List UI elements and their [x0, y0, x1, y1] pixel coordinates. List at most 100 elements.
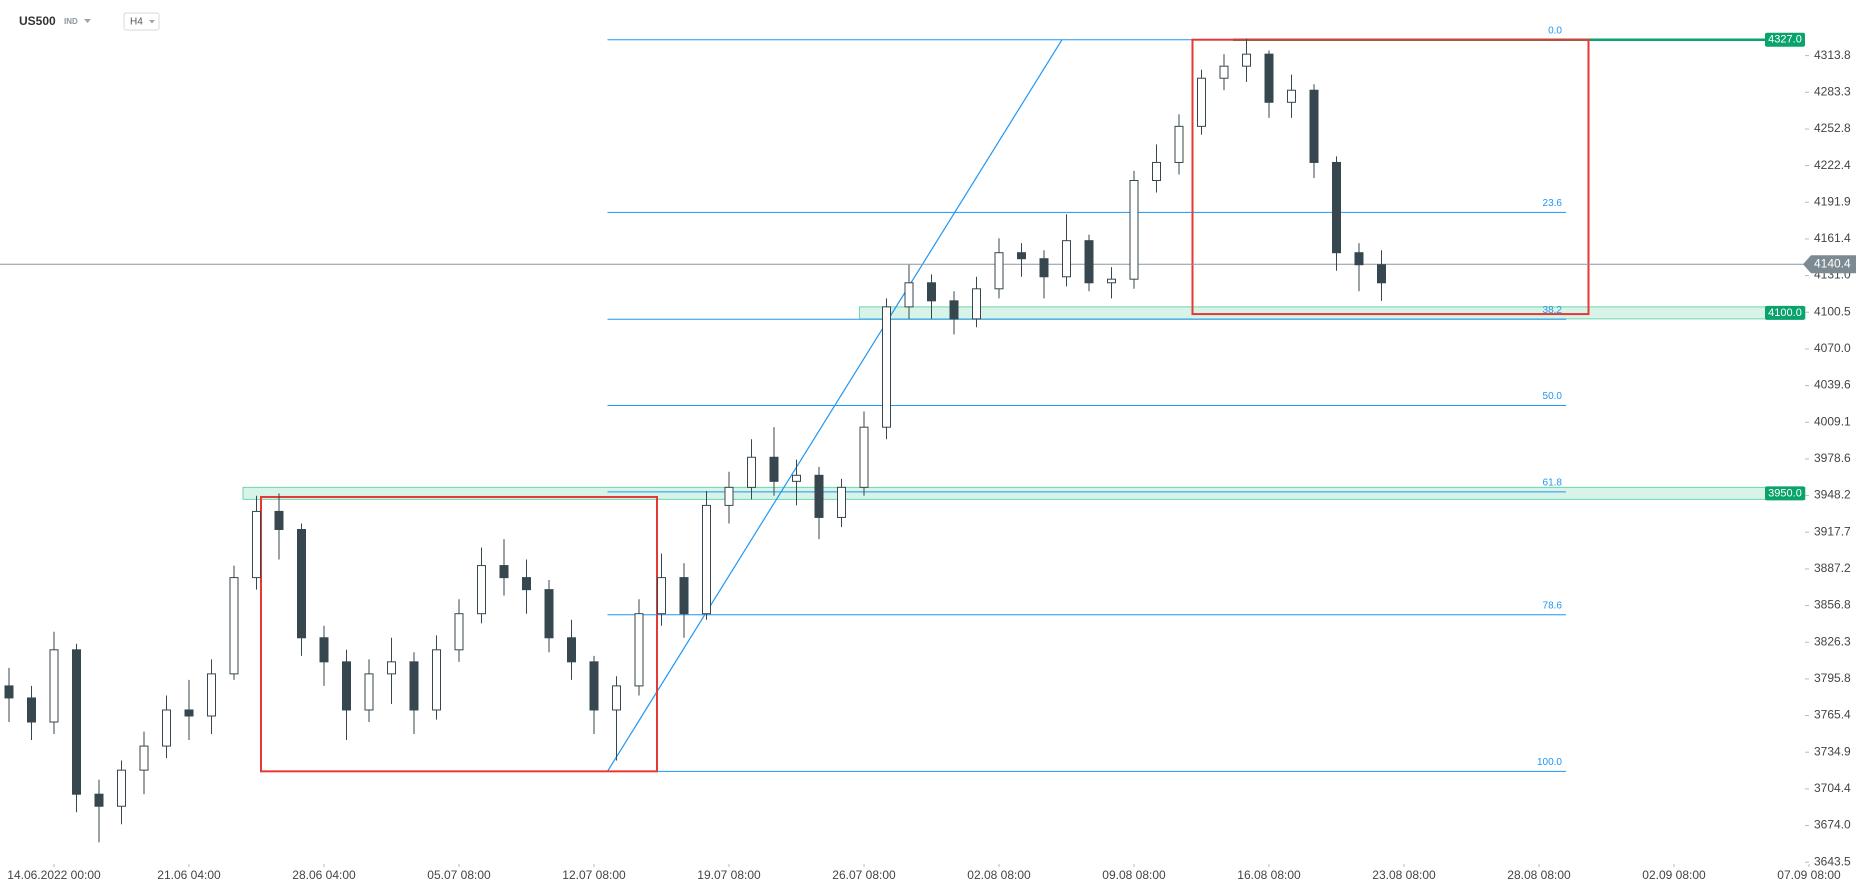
candle-body [1332, 161, 1341, 254]
candle-body [769, 456, 779, 482]
y-tick-label: 4100.5 [1814, 304, 1851, 318]
x-tick-label: 28.08 08:00 [1507, 868, 1571, 882]
candle-body [1039, 258, 1049, 278]
candle-body [319, 637, 329, 663]
candle-body [94, 793, 104, 807]
highlight-box [1191, 38, 1590, 316]
y-tick-label: 3795.8 [1814, 671, 1851, 685]
fib-label: 100.0 [1537, 757, 1562, 768]
level-badge-label: 4327.0 [1768, 34, 1802, 46]
candle-body [657, 577, 666, 615]
y-tick-label: 3674.0 [1814, 818, 1851, 832]
symbol: US500 [19, 14, 56, 28]
level-badge [1765, 486, 1805, 501]
y-tick-label: 4039.6 [1814, 378, 1851, 392]
candle-body [679, 577, 689, 615]
y-tick-label: 4070.0 [1814, 341, 1851, 355]
y-tick-label: 4283.3 [1814, 84, 1851, 98]
candle-body [1219, 65, 1229, 79]
candle-body [252, 510, 261, 579]
candle-body [432, 649, 441, 711]
candle-body [634, 613, 644, 687]
current-price-label: 4140.4 [1814, 256, 1851, 270]
candle-body [409, 661, 419, 711]
y-tick-label: 4252.8 [1814, 121, 1851, 135]
y-tick-label: 3887.2 [1814, 561, 1851, 575]
candle-body [184, 709, 194, 717]
candle-body [342, 661, 351, 711]
y-tick-label: 4161.4 [1814, 231, 1851, 245]
candle-body [1152, 161, 1161, 182]
support-zone [859, 306, 1806, 320]
fib-label: 50.0 [1543, 391, 1563, 402]
timeframe: H4 [130, 17, 143, 28]
y-tick-label: 3856.8 [1814, 598, 1851, 612]
fib-label: 61.8 [1543, 477, 1563, 488]
y-tick-label: 3948.2 [1814, 488, 1851, 502]
timeframe-box [123, 12, 160, 31]
y-tick-label: 4313.8 [1814, 48, 1851, 62]
candle-body [724, 486, 734, 506]
candle-body [747, 456, 756, 488]
candle-body [454, 613, 464, 651]
candle-body [1174, 125, 1184, 163]
candle-body [859, 426, 869, 488]
candle-body [814, 474, 824, 518]
fib-label: 38.2 [1543, 305, 1563, 316]
current-price-badge [1803, 255, 1856, 274]
fib-label: 78.6 [1543, 600, 1563, 611]
x-tick-label: 12.07 08:00 [562, 868, 626, 882]
candle-body [994, 252, 1004, 290]
candle-body [297, 528, 306, 639]
y-tick-label: 3978.6 [1814, 451, 1851, 465]
candle-body [1017, 252, 1026, 260]
x-tick-label: 02.08 08:00 [967, 868, 1031, 882]
x-tick-label: 09.08 08:00 [1102, 868, 1166, 882]
candle-body [949, 300, 959, 320]
trend-line [606, 39, 1063, 772]
x-tick-label: 07.09 08:00 [1777, 868, 1841, 882]
x-tick-label: 28.06 04:00 [292, 868, 356, 882]
candle-body [1354, 252, 1364, 266]
candle-body [1309, 89, 1319, 163]
y-tick-label: 3765.4 [1814, 708, 1851, 722]
candle-body [387, 661, 396, 675]
x-tick-label: 02.09 08:00 [1642, 868, 1706, 882]
level-badge [1765, 32, 1805, 47]
y-tick-label: 3826.3 [1814, 634, 1851, 648]
candle-body [522, 577, 531, 591]
candle-body [567, 637, 576, 663]
candle-body [1377, 264, 1386, 284]
candle-body [477, 565, 486, 615]
candle-body [702, 504, 711, 615]
candle-body [364, 673, 374, 711]
candle-body [27, 697, 36, 723]
candle-body [1264, 53, 1274, 103]
candle-body [1062, 240, 1071, 278]
y-tick-label: 3643.5 [1814, 854, 1851, 868]
candle-body [499, 565, 509, 579]
timeframe-dropdown[interactable]: H4 [123, 12, 160, 31]
y-tick-label: 4222.4 [1814, 158, 1851, 172]
market-dropdown[interactable]: IND [64, 17, 91, 26]
candle-body [1129, 180, 1139, 280]
candle-body [49, 649, 59, 723]
candle-body [612, 685, 621, 711]
candle-body [837, 486, 846, 518]
candle-body [544, 589, 554, 639]
level-badge [1765, 305, 1805, 320]
candle-body [117, 769, 126, 807]
dropdown-arrow [149, 20, 155, 24]
x-tick-label: 19.07 08:00 [697, 868, 761, 882]
candle-body [229, 577, 239, 675]
fib-label: 0.0 [1548, 25, 1562, 36]
candle-body [1242, 53, 1251, 67]
candle-body [882, 306, 891, 428]
x-tick-label: 14.06.2022 00:00 [7, 868, 101, 882]
x-tick-label: 23.08 08:00 [1372, 868, 1436, 882]
candle-body [792, 474, 801, 482]
y-tick-label: 4009.1 [1814, 414, 1851, 428]
fib-label: 23.6 [1543, 198, 1563, 209]
candle-body [162, 709, 171, 747]
